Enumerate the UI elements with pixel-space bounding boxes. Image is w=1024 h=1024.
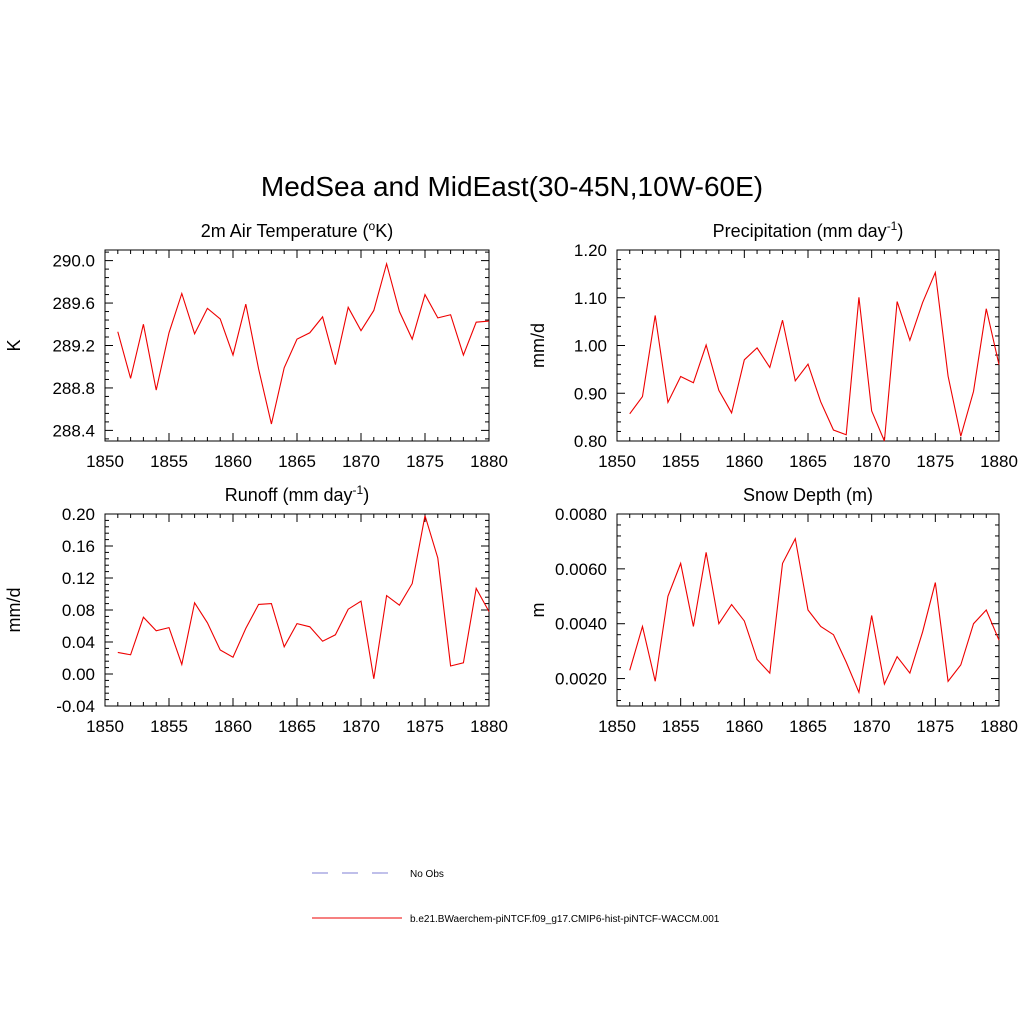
- panel-runoff-ytick-label: 0.00: [62, 665, 95, 684]
- panel-precipitation-ytick-label: 1.10: [574, 289, 607, 308]
- panel-snow-depth-ytick-label: 0.0060: [555, 560, 607, 579]
- panel-runoff-ytick-label: -0.04: [56, 697, 95, 716]
- panel-air-temperature-ytick-label: 288.4: [52, 421, 95, 440]
- legend: No Obs b.e21.BWaerchem-piNTCF.f09_g17.CM…: [312, 869, 720, 925]
- panel-air-temperature-ytick-label: 288.8: [52, 379, 95, 398]
- panel-runoff-xtick-label: 1850: [86, 717, 124, 736]
- panel-snow-depth-xtick-label: 1860: [725, 717, 763, 736]
- panel-air-temperature-xtick-label: 1870: [342, 452, 380, 471]
- panel-snow-depth-xtick-label: 1855: [662, 717, 700, 736]
- panel-runoff-ytick-label: 0.08: [62, 601, 95, 620]
- panel-snow-depth-xtick-label: 1875: [916, 717, 954, 736]
- panel-air-temperature-title: 2m Air Temperature (oK): [201, 219, 393, 241]
- panel-runoff-xtick-label: 1855: [150, 717, 188, 736]
- panel-air-temperature-series-line: [117, 261, 490, 425]
- panel-runoff-title: Runoff (mm day-1): [225, 483, 369, 505]
- panel-air-temperature-xtick-label: 1865: [278, 452, 316, 471]
- panel-snow-depth-xtick-label: 1870: [853, 717, 891, 736]
- panel-precipitation-series-line: [629, 270, 1000, 442]
- panel-precipitation-ylabel: mm/d: [528, 323, 548, 368]
- figure-title: MedSea and MidEast(30-45N,10W-60E): [261, 171, 763, 202]
- panel-air-temperature-ytick-label: 290.0: [52, 252, 95, 271]
- panel-precipitation-xtick-label: 1860: [725, 452, 763, 471]
- panel-air-temperature-xtick-label: 1860: [214, 452, 252, 471]
- panel-runoff-xtick-label: 1875: [406, 717, 444, 736]
- panel-air-temperature-xtick-label: 1880: [470, 452, 508, 471]
- panel-precipitation-xtick-label: 1850: [598, 452, 636, 471]
- panel-precipitation-xtick-label: 1875: [916, 452, 954, 471]
- panel-precipitation-ytick-label: 0.80: [574, 432, 607, 451]
- panel-precipitation-ytick-label: 1.20: [574, 241, 607, 260]
- panel-snow-depth-xtick-label: 1880: [980, 717, 1018, 736]
- panel-runoff-ytick-label: 0.04: [62, 633, 95, 652]
- panel-runoff-ytick-label: 0.20: [62, 505, 95, 524]
- panel-precipitation-ytick-label: 0.90: [574, 384, 607, 403]
- panel-snow-depth-xtick-label: 1850: [598, 717, 636, 736]
- panel-runoff-frame: [104, 513, 490, 707]
- legend-label-model: b.e21.BWaerchem-piNTCF.f09_g17.CMIP6-his…: [410, 914, 720, 925]
- panel-runoff-ytick-label: 0.12: [62, 569, 95, 588]
- panel-runoff-xtick-label: 1860: [214, 717, 252, 736]
- panel-runoff-series-line: [117, 515, 490, 679]
- panel-air-temperature-xtick-label: 1850: [86, 452, 124, 471]
- panel-air-temperature-ytick-label: 289.2: [52, 337, 95, 356]
- panel-runoff-ylabel: mm/d: [4, 588, 24, 633]
- panel-precipitation-xtick-label: 1880: [980, 452, 1018, 471]
- panel-runoff-xtick-label: 1880: [470, 717, 508, 736]
- panel-precipitation-xtick-label: 1870: [853, 452, 891, 471]
- panel-snow-depth: 1850 1855 1860 1865 1870 1875 1880 0.0020 0.0040…: [528, 485, 1018, 736]
- panel-precipitation-title: Precipitation (mm day-1): [713, 219, 904, 241]
- panel-precipitation: 1850 1855 1860 1865 1870 1875 1880 0.80 0.90 1.00…: [528, 219, 1018, 471]
- panel-runoff-xtick-label: 1870: [342, 717, 380, 736]
- panel-air-temperature: 1850 1855 1860 1865 1870 1875 1880 288.4 288.8 28…: [4, 219, 508, 471]
- panel-air-temperature-xtick-label: 1855: [150, 452, 188, 471]
- panel-snow-depth-ytick-label: 0.0020: [555, 670, 607, 689]
- panel-snow-depth-series-line: [629, 536, 1000, 695]
- panel-snow-depth-title: Snow Depth (m): [743, 485, 873, 505]
- panel-snow-depth-xtick-label: 1865: [789, 717, 827, 736]
- panel-snow-depth-ytick-label: 0.0080: [555, 505, 607, 524]
- legend-label-no-obs: No Obs: [410, 869, 444, 880]
- panel-precipitation-frame: [616, 249, 1000, 442]
- panel-air-temperature-xtick-label: 1875: [406, 452, 444, 471]
- panel-air-temperature-ytick-label: 289.6: [52, 294, 95, 313]
- panel-air-temperature-frame: [104, 249, 490, 442]
- panel-air-temperature-ylabel: K: [4, 339, 24, 351]
- panel-runoff-xtick-label: 1865: [278, 717, 316, 736]
- panel-precipitation-xtick-label: 1865: [789, 452, 827, 471]
- panel-runoff-ytick-label: 0.16: [62, 537, 95, 556]
- panel-snow-depth-ylabel: m: [528, 603, 548, 618]
- panel-runoff: 1850 1855 1860 1865 1870 1875 1880 -0.04 0.00 0.0…: [4, 483, 508, 736]
- panel-precipitation-xtick-label: 1855: [662, 452, 700, 471]
- panel-precipitation-ytick-label: 1.00: [574, 337, 607, 356]
- panel-snow-depth-ytick-label: 0.0040: [555, 615, 607, 634]
